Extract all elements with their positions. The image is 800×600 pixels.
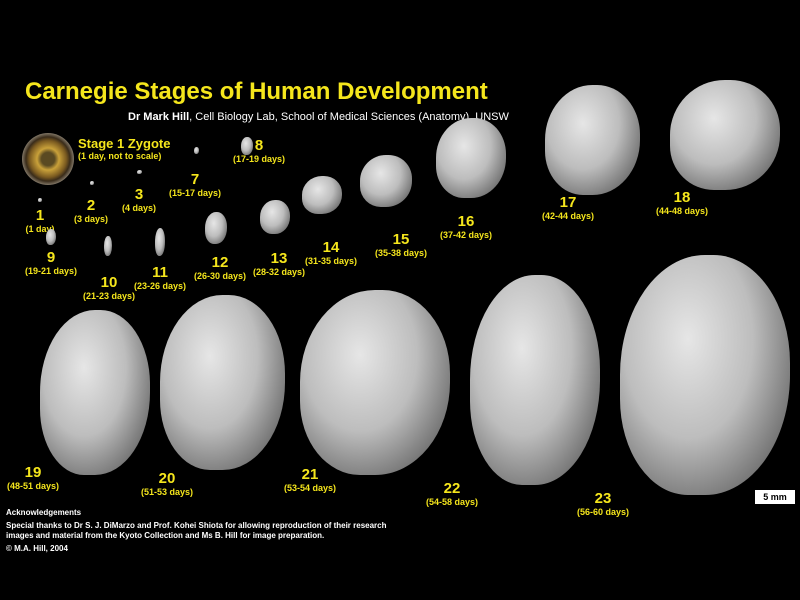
stage-number: 9 xyxy=(46,249,56,266)
ack-heading: Acknowledgements xyxy=(6,508,82,517)
stage-number: 12 xyxy=(211,254,229,271)
embryo-image-stage-7 xyxy=(194,147,199,154)
ack-line-2: images and material from the Kyoto Colle… xyxy=(6,531,325,540)
scale-bar: 5 mm xyxy=(755,490,795,504)
stage-label: 20 (51-53 days) xyxy=(141,471,193,498)
stage-days: (19-21 days) xyxy=(24,266,78,276)
stage-label: 1 (1 day) xyxy=(25,208,54,235)
stage-number: 3 xyxy=(134,186,144,203)
author-name: Dr Mark Hill xyxy=(128,111,190,123)
stage-number: 7 xyxy=(190,171,200,188)
stage-number: 22 xyxy=(443,480,461,497)
stage-number: 8 xyxy=(254,137,264,154)
stage-label: 21 (53-54 days) xyxy=(284,467,336,494)
stage-label: 18 (44-48 days) xyxy=(656,190,708,217)
stage-number: 15 xyxy=(392,231,410,248)
stage-days: (3 days) xyxy=(73,214,109,224)
stage-number: 21 xyxy=(301,466,319,483)
stage-number: 13 xyxy=(270,250,288,267)
embryo-image-stage-19 xyxy=(40,310,150,475)
acknowledgements: Acknowledgements Special thanks to Dr S.… xyxy=(6,508,387,557)
stage-days: (28-32 days) xyxy=(252,267,306,277)
stage-label: 2 (3 days) xyxy=(74,198,108,225)
stage-label: 12 (26-30 days) xyxy=(194,255,246,282)
zygote-label: Stage 1 Zygote (1 day, not to scale) xyxy=(78,136,170,161)
embryo-image-stage-2 xyxy=(90,181,94,185)
author-line: Dr Mark Hill, Cell Biology Lab, School o… xyxy=(128,111,509,123)
stage-days: (56-60 days) xyxy=(576,507,630,517)
embryo-image-stage-1 xyxy=(38,198,42,202)
stage-label: 23 (56-60 days) xyxy=(577,491,629,518)
copyright: © M.A. Hill, 2004 xyxy=(6,544,68,553)
stage-number: 1 xyxy=(35,207,45,224)
stage-number: 20 xyxy=(158,470,176,487)
embryo-image-stage-12 xyxy=(205,212,227,244)
stage-label: 13 (28-32 days) xyxy=(253,251,305,278)
embryo-image-stage-22 xyxy=(470,275,600,485)
embryo-image-stage-17 xyxy=(545,85,640,195)
stage-days: (23-26 days) xyxy=(133,281,187,291)
stage-days: (4 days) xyxy=(121,203,157,213)
stage-label: 16 (37-42 days) xyxy=(440,214,492,241)
stage-days: (26-30 days) xyxy=(193,271,247,281)
stage-days: (21-23 days) xyxy=(82,291,136,301)
stage-days: (42-44 days) xyxy=(541,211,595,221)
stage-label: 14 (31-35 days) xyxy=(305,240,357,267)
embryo-image-stage-8 xyxy=(241,137,253,155)
stage-number: 18 xyxy=(673,189,691,206)
embryo-image-stage-23 xyxy=(620,255,790,495)
stage-days: (48-51 days) xyxy=(6,481,60,491)
embryo-image-stage-10 xyxy=(104,236,112,256)
embryo-image-stage-16 xyxy=(436,118,506,198)
stage-label: 10 (21-23 days) xyxy=(83,275,135,302)
embryo-image-stage-20 xyxy=(160,295,285,470)
stage-label: 3 (4 days) xyxy=(122,187,156,214)
stage-number: 17 xyxy=(559,194,577,211)
stage-label: 9 (19-21 days) xyxy=(25,250,77,277)
embryo-image-stage-18 xyxy=(670,80,780,190)
stage-days: (54-58 days) xyxy=(425,497,479,507)
stage-days: (1 day) xyxy=(25,224,55,234)
embryo-image-stage-13 xyxy=(260,200,290,234)
stage-label: 19 (48-51 days) xyxy=(7,465,59,492)
embryo-image-stage-11 xyxy=(155,228,165,256)
stage-number: 16 xyxy=(457,213,475,230)
stage-label: 7 (15-17 days) xyxy=(169,172,221,199)
stage-days: (37-42 days) xyxy=(439,230,493,240)
stage-label: 22 (54-58 days) xyxy=(426,481,478,508)
stage-label: 15 (35-38 days) xyxy=(375,232,427,259)
ack-line-1: Special thanks to Dr S. J. DiMarzo and P… xyxy=(6,521,387,530)
stage-days: (15-17 days) xyxy=(168,188,222,198)
embryo-image-stage-21 xyxy=(300,290,450,475)
author-affiliation: , Cell Biology Lab, School of Medical Sc… xyxy=(189,111,509,123)
stage-days: (17-19 days) xyxy=(232,154,286,164)
stage-days: (51-53 days) xyxy=(140,487,194,497)
stage-number: 10 xyxy=(100,274,118,291)
stage-number: 11 xyxy=(152,264,168,281)
stage-label: 17 (42-44 days) xyxy=(542,195,594,222)
zygote-note: (1 day, not to scale) xyxy=(78,151,162,161)
stage-number: 14 xyxy=(322,239,340,256)
stage-days: (31-35 days) xyxy=(304,256,358,266)
poster-title: Carnegie Stages of Human Development xyxy=(25,78,488,105)
stage-days: (44-48 days) xyxy=(655,206,709,216)
stage-number: 23 xyxy=(594,490,612,507)
stage-days: (35-38 days) xyxy=(374,248,428,258)
stage-label: 8 (17-19 days) xyxy=(233,138,285,165)
embryo-image-stage-14 xyxy=(302,176,342,214)
embryo-image-stage-9 xyxy=(46,229,56,245)
stage-days: (53-54 days) xyxy=(283,483,337,493)
embryo-image-stage-15 xyxy=(360,155,412,207)
stage-number: 2 xyxy=(86,197,96,214)
stage-label: 11 (23-26 days) xyxy=(134,265,186,292)
stage-number: 19 xyxy=(24,464,42,481)
embryo-image-stage-3 xyxy=(137,170,142,174)
zygote-title: Stage 1 Zygote xyxy=(78,136,171,151)
zygote-image xyxy=(22,133,74,185)
